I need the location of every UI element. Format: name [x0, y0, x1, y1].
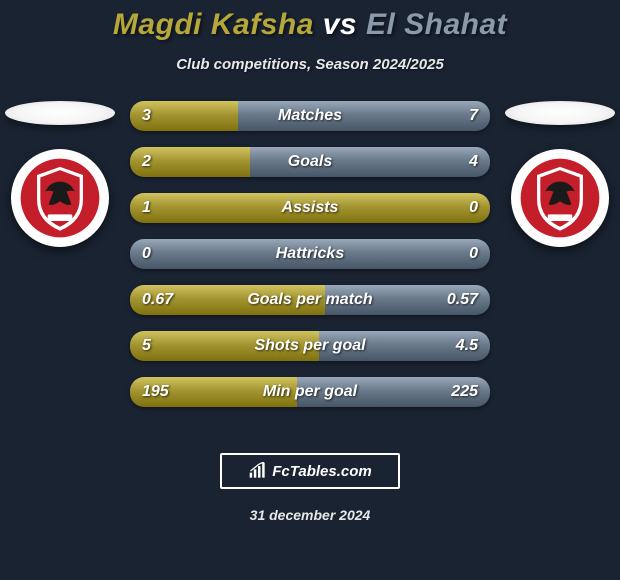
- metric-bar-bg: [130, 239, 490, 269]
- player2-segment: [310, 239, 490, 269]
- metric-row: 0 0 Hattricks: [130, 239, 490, 269]
- player1-name: Magdi Kafsha: [113, 8, 314, 41]
- player1-segment: [130, 331, 319, 361]
- metric-row: 1 0 Assists: [130, 193, 490, 223]
- player1-segment: [130, 239, 310, 269]
- player1-column: [0, 101, 120, 431]
- al-ahly-crest-icon: [19, 157, 101, 239]
- metric-bars: 3 7 Matches 2 4 Goals 1 0 Assists 0 0 Ha…: [130, 101, 490, 407]
- metric-bar-bg: [130, 377, 490, 407]
- metric-bar-bg: [130, 101, 490, 131]
- metric-row: 3 7 Matches: [130, 101, 490, 131]
- chart-icon: [248, 462, 268, 480]
- metric-bar-bg: [130, 285, 490, 315]
- player1-photo-placeholder: [5, 101, 115, 125]
- player2-segment: [319, 331, 490, 361]
- vs-separator: vs: [314, 8, 366, 41]
- player2-segment: [297, 377, 490, 407]
- comparison-title: Magdi Kafsha vs El Shahat: [0, 0, 620, 42]
- al-ahly-crest-icon: [519, 157, 601, 239]
- player1-segment: [130, 101, 238, 131]
- player2-club-badge: [511, 149, 609, 247]
- metric-row: 5 4.5 Shots per goal: [130, 331, 490, 361]
- metric-bar-bg: [130, 193, 490, 223]
- metric-row: 195 225 Min per goal: [130, 377, 490, 407]
- player2-segment: [325, 285, 490, 315]
- player1-segment: [130, 377, 297, 407]
- subtitle: Club competitions, Season 2024/2025: [0, 56, 620, 73]
- comparison-body: 3 7 Matches 2 4 Goals 1 0 Assists 0 0 Ha…: [0, 101, 620, 431]
- metric-row: 2 4 Goals: [130, 147, 490, 177]
- source-badge: FcTables.com: [220, 453, 400, 489]
- metric-bar-bg: [130, 331, 490, 361]
- player2-name: El Shahat: [366, 8, 507, 41]
- player1-club-badge: [11, 149, 109, 247]
- player2-photo-placeholder: [505, 101, 615, 125]
- date-label: 31 december 2024: [0, 507, 620, 523]
- player1-segment: [130, 147, 250, 177]
- metric-row: 0.67 0.57 Goals per match: [130, 285, 490, 315]
- player2-segment: [250, 147, 490, 177]
- player1-segment: [130, 193, 490, 223]
- player1-segment: [130, 285, 325, 315]
- source-label: FcTables.com: [272, 463, 371, 480]
- player2-column: [500, 101, 620, 431]
- metric-bar-bg: [130, 147, 490, 177]
- player2-segment: [238, 101, 490, 131]
